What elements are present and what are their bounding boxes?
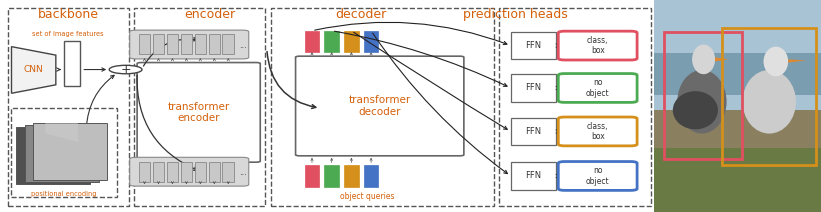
Bar <box>511 162 556 190</box>
Bar <box>16 127 90 184</box>
Ellipse shape <box>743 70 796 134</box>
Bar <box>364 31 378 52</box>
FancyBboxPatch shape <box>130 157 249 186</box>
Text: FFN: FFN <box>525 127 541 136</box>
Bar <box>654 110 821 148</box>
Bar <box>25 125 99 182</box>
Text: object queries: object queries <box>340 192 395 201</box>
FancyBboxPatch shape <box>296 56 464 156</box>
Ellipse shape <box>764 47 788 76</box>
Polygon shape <box>45 123 78 142</box>
Bar <box>324 31 339 52</box>
Bar <box>344 31 359 52</box>
Bar <box>181 34 192 54</box>
Bar <box>8 8 129 206</box>
Text: ...: ... <box>239 41 247 50</box>
Bar <box>134 8 265 206</box>
Text: decoder: decoder <box>336 8 387 21</box>
Bar <box>511 74 556 102</box>
Polygon shape <box>788 59 806 63</box>
Ellipse shape <box>677 70 727 134</box>
Bar <box>181 162 192 182</box>
Polygon shape <box>11 47 56 93</box>
FancyBboxPatch shape <box>558 162 637 190</box>
Bar <box>664 32 742 159</box>
Bar <box>222 162 234 182</box>
Text: prediction heads: prediction heads <box>463 8 568 21</box>
Bar <box>654 131 821 212</box>
Text: positional encoding: positional encoding <box>31 191 97 197</box>
Bar <box>324 165 339 187</box>
Bar <box>499 8 651 206</box>
Circle shape <box>109 65 142 74</box>
Text: set of image features: set of image features <box>32 31 104 37</box>
Bar <box>33 123 107 180</box>
Bar <box>209 162 220 182</box>
Text: +: + <box>121 63 131 76</box>
Bar <box>722 28 816 165</box>
Text: class,
box: class, box <box>587 36 608 55</box>
Bar <box>271 8 494 206</box>
FancyBboxPatch shape <box>130 30 249 59</box>
Text: FFN: FFN <box>525 84 541 92</box>
Text: FFN: FFN <box>525 172 541 180</box>
Bar <box>11 108 117 197</box>
Text: no
object: no object <box>586 78 609 98</box>
Text: transformer
decoder: transformer decoder <box>349 95 410 117</box>
Bar <box>167 34 178 54</box>
Bar <box>222 34 234 54</box>
Polygon shape <box>715 57 728 61</box>
Bar <box>139 34 150 54</box>
Text: ...: ... <box>239 168 247 177</box>
Bar <box>344 165 359 187</box>
Text: backbone: backbone <box>38 8 99 21</box>
Bar <box>64 41 80 86</box>
Bar <box>511 118 556 145</box>
FancyBboxPatch shape <box>558 74 637 102</box>
Ellipse shape <box>692 45 715 74</box>
Bar <box>195 162 206 182</box>
Bar <box>139 162 150 182</box>
Bar <box>209 34 220 54</box>
Bar <box>511 32 556 59</box>
Ellipse shape <box>673 91 718 129</box>
Bar <box>305 31 319 52</box>
Text: CNN: CNN <box>24 65 44 74</box>
Bar <box>153 34 164 54</box>
Bar <box>195 34 206 54</box>
FancyBboxPatch shape <box>558 31 637 60</box>
Text: class,
box: class, box <box>587 122 608 141</box>
FancyBboxPatch shape <box>558 117 637 146</box>
Text: encoder: encoder <box>184 8 235 21</box>
Bar <box>654 0 821 117</box>
Text: FFN: FFN <box>525 41 541 50</box>
FancyBboxPatch shape <box>137 63 260 162</box>
Bar <box>153 162 164 182</box>
Bar <box>167 162 178 182</box>
Bar <box>305 165 319 187</box>
Text: transformer
encoder: transformer encoder <box>167 102 230 123</box>
Bar <box>364 165 378 187</box>
Bar <box>654 53 821 95</box>
Text: no
object: no object <box>586 166 609 186</box>
